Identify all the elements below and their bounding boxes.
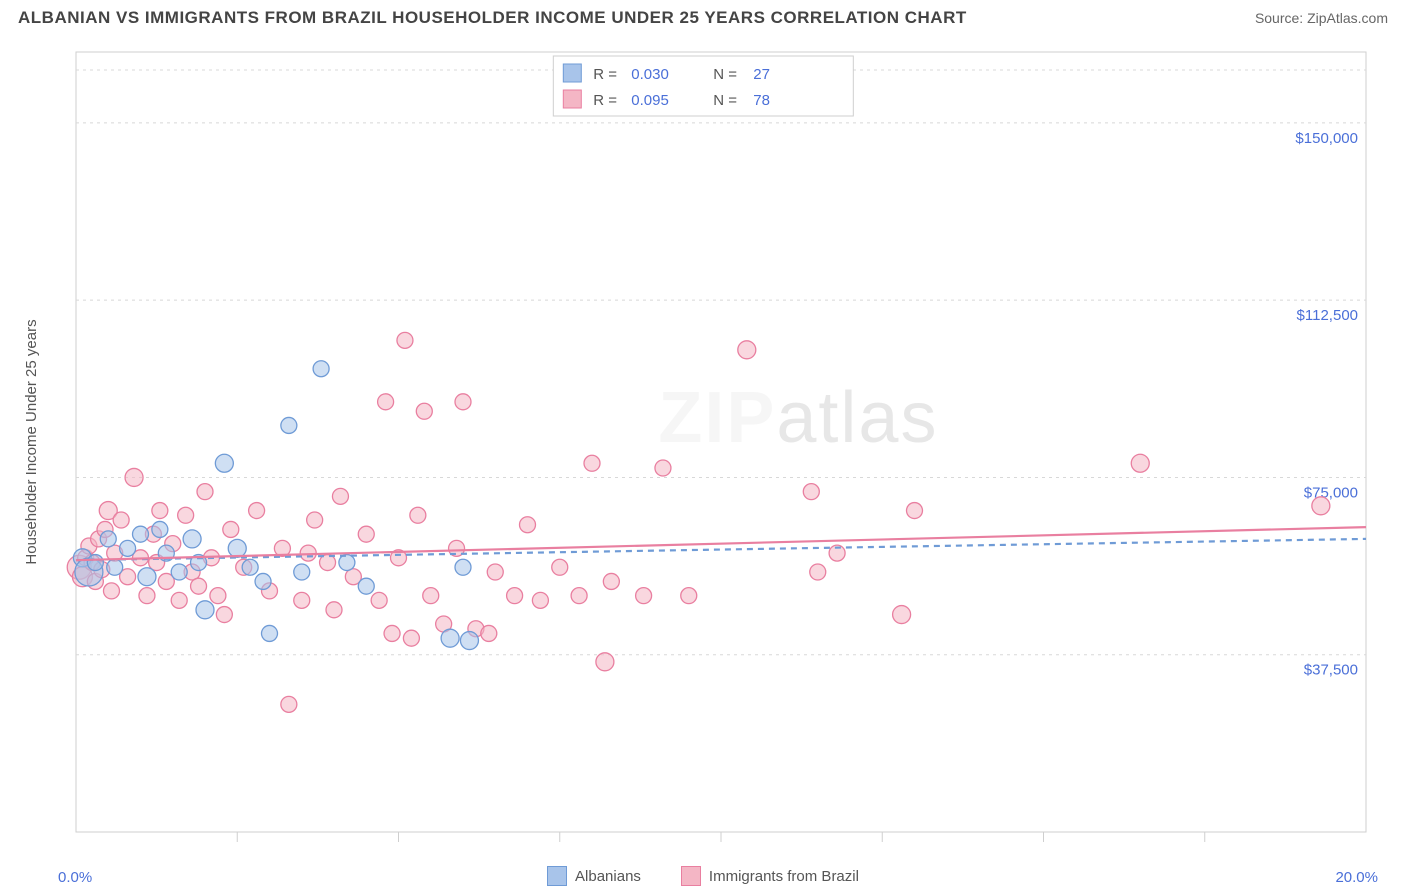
svg-text:ZIPatlas: ZIPatlas [658, 378, 938, 458]
swatch-icon [681, 866, 701, 886]
bottom-legend: Albanians Immigrants from Brazil [0, 866, 1406, 886]
chart-source: Source: ZipAtlas.com [1255, 10, 1388, 26]
svg-text:0.095: 0.095 [631, 92, 669, 109]
legend-item-brazil: Immigrants from Brazil [681, 866, 859, 886]
legend-label: Immigrants from Brazil [709, 868, 859, 885]
scatter-chart: $37,500 $75,000 $112,500 $150,000 ZIPatlas Ho… [18, 40, 1388, 852]
legend-item-albanians: Albanians [547, 866, 641, 886]
svg-text:27: 27 [753, 66, 770, 83]
svg-text:$150,000: $150,000 [1295, 130, 1358, 147]
svg-text:$37,500: $37,500 [1304, 662, 1358, 679]
legend-label: Albanians [575, 868, 641, 885]
chart-area: $37,500 $75,000 $112,500 $150,000 ZIPatlas Ho… [18, 40, 1388, 852]
chart-header: ALBANIAN VS IMMIGRANTS FROM BRAZIL HOUSE… [0, 0, 1406, 32]
svg-text:0.030: 0.030 [631, 66, 669, 83]
svg-text:$112,500: $112,500 [1297, 307, 1358, 324]
svg-text:R =: R = [593, 92, 617, 109]
svg-text:N =: N = [713, 92, 737, 109]
svg-text:R =: R = [593, 66, 617, 83]
svg-text:Householder Income Under 25 ye: Householder Income Under 25 years [23, 319, 40, 564]
swatch-icon [547, 866, 567, 886]
svg-text:$75,000: $75,000 [1304, 484, 1358, 501]
svg-text:78: 78 [753, 92, 770, 109]
svg-text:N =: N = [713, 66, 737, 83]
chart-title: ALBANIAN VS IMMIGRANTS FROM BRAZIL HOUSE… [18, 8, 967, 28]
